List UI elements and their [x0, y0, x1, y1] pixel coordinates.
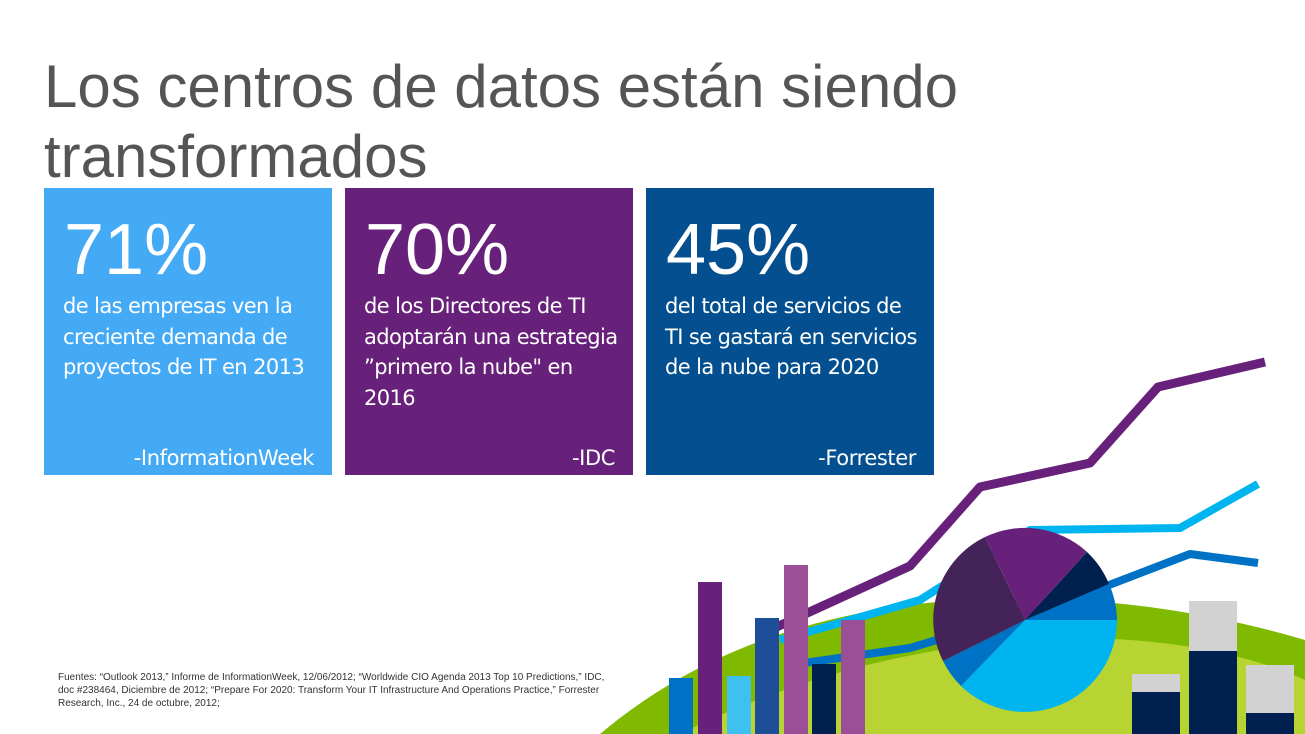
bar [755, 618, 779, 734]
stat-tile-idc: 70% de los Directores de TI adoptarán un… [345, 188, 633, 475]
stat-description: del total de servicios de TI se gastará … [665, 294, 917, 379]
bar [669, 678, 693, 734]
bar [784, 565, 808, 734]
page-title: Los centros de datos están siendo transf… [44, 53, 958, 190]
stacked-bar-top [1246, 665, 1294, 713]
bar [727, 676, 751, 734]
stat-source: -InformationWeek [133, 446, 315, 470]
stat-percent: 70% [365, 210, 510, 290]
bar [698, 582, 722, 734]
stat-percent: 45% [666, 210, 811, 290]
pie-graphic [933, 527, 1117, 712]
trend-line-purple [768, 357, 1267, 635]
stacked-bar-base [1132, 692, 1180, 734]
stacked-bar-base [1189, 651, 1237, 734]
stat-source: -IDC [571, 446, 615, 470]
stacked-bar-base [1246, 713, 1294, 734]
stat-source: -Forrester [818, 446, 916, 470]
stacked-bar-top [1189, 601, 1237, 651]
bar [841, 620, 865, 734]
stat-description: de los Directores de TI adoptarán una es… [364, 294, 618, 410]
stat-tile-informationweek: 71% de las empresas ven la creciente dem… [44, 188, 332, 475]
sources-footnote: Fuentes: “Outlook 2013,” Informe de Info… [58, 672, 605, 709]
bar [812, 664, 836, 734]
stat-description: de las empresas ven la creciente demanda… [63, 294, 305, 379]
stat-percent: 71% [64, 210, 209, 290]
stacked-bar-top [1132, 674, 1180, 692]
stat-tile-forrester: 45% del total de servicios de TI se gast… [646, 188, 934, 475]
